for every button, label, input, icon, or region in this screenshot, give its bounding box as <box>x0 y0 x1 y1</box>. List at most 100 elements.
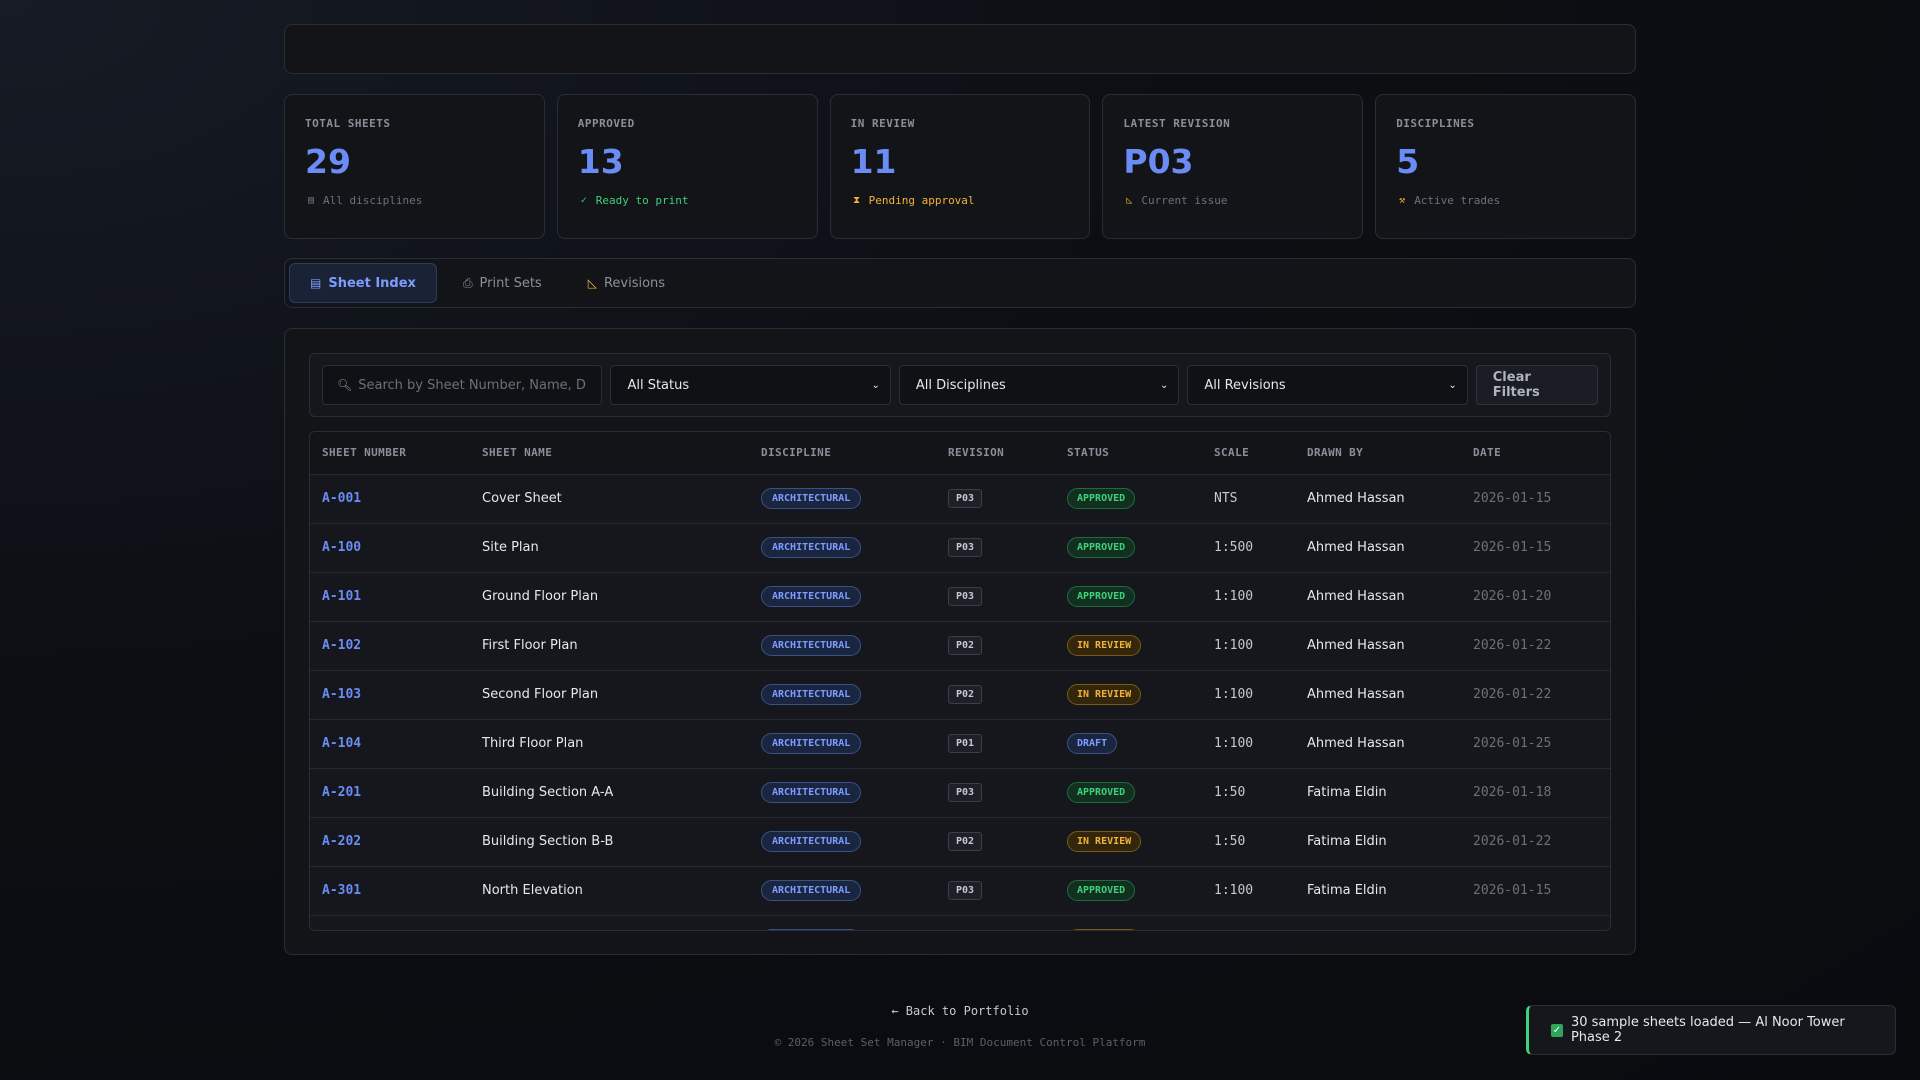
date-cell: 2026-01-15 <box>1461 473 1610 523</box>
stat-label: DISCIPLINES <box>1396 117 1475 130</box>
check-icon: ✓ <box>580 195 587 206</box>
table-row[interactable]: A-201 Building Section A-A ARCHITECTURAL P0… <box>310 767 1610 817</box>
tab-print-sets[interactable]: ⎙ Print Sets <box>443 263 562 303</box>
status-select-value: All Status <box>627 377 690 393</box>
date-cell: 2026-01-22 <box>1461 816 1610 866</box>
drawn-by-cell: Ahmed Hassan <box>1295 473 1461 523</box>
table-row[interactable]: A-001 Cover Sheet ARCHITECTURAL P03 APPROVED… <box>310 473 1610 523</box>
discipline-cell: ARCHITECTURAL <box>749 718 936 768</box>
revision-badge: P03 <box>948 538 983 557</box>
column-header[interactable]: DATE <box>1461 432 1610 474</box>
stat-sub: ⚒ Active trades <box>1396 194 1615 207</box>
revision-badge: P02 <box>948 832 983 851</box>
tab-sheet-index[interactable]: ▤ Sheet Index <box>289 263 437 303</box>
sheet-number-cell[interactable]: A-202 <box>310 816 470 866</box>
table-row[interactable]: A-102 First Floor Plan ARCHITECTURAL P02 IN … <box>310 620 1610 670</box>
table-header-row: SHEET NUMBER SHEET NAME DISCIPLINE REVIS… <box>310 432 1610 474</box>
search-input[interactable] <box>358 377 588 393</box>
stat-sub: ⧗ Pending approval <box>851 194 1070 207</box>
triangle-ruler-icon: ◺ <box>587 276 597 290</box>
tab-label: Sheet Index <box>328 275 416 291</box>
table-row[interactable]: A-104 Third Floor Plan ARCHITECTURAL P01 DRA… <box>310 718 1610 768</box>
status-cell: APPROVED <box>1055 473 1202 523</box>
table-body: A-001 Cover Sheet ARCHITECTURAL P03 APPROVED… <box>310 473 1610 930</box>
column-header[interactable]: STATUS <box>1055 432 1202 474</box>
scale-cell: 1:50 <box>1202 767 1295 817</box>
sheet-name-cell: First Floor Plan <box>470 620 749 670</box>
status-badge: APPROVED <box>1067 586 1136 607</box>
stat-card-latest-revision: LATEST REVISION P03 ◺ Current issue <box>1102 94 1364 239</box>
drawn-by-cell <box>1295 914 1461 930</box>
column-header[interactable]: REVISION <box>936 432 1055 474</box>
stat-card-approved: APPROVED 13 ✓ Ready to print <box>556 94 818 239</box>
drawn-by-cell: Ahmed Hassan <box>1295 718 1461 768</box>
sheet-name-cell: Site Plan <box>470 522 749 572</box>
column-header[interactable]: DISCIPLINE <box>749 432 936 474</box>
sheet-number-cell[interactable]: A-101 <box>310 571 470 621</box>
back-to-portfolio-link[interactable]: ← Back to Portfolio <box>891 1004 1029 1018</box>
revision-badge: P03 <box>948 587 983 606</box>
clear-filters-button[interactable]: Clear Filters <box>1475 365 1599 405</box>
revision-cell: P02 <box>936 669 1055 719</box>
status-badge: APPROVED <box>1067 880 1136 901</box>
status-cell: APPROVED <box>1055 767 1202 817</box>
status-cell: IN REVIEW <box>1055 669 1202 719</box>
stat-sub-text: Active trades <box>1414 194 1501 207</box>
tools-icon: ⚒ <box>1399 195 1406 206</box>
sheet-name-cell: Second Floor Plan <box>470 669 749 719</box>
sheet-number-cell[interactable]: A-102 <box>310 620 470 670</box>
revision-select[interactable]: All Revisions ⌄ <box>1187 365 1468 405</box>
discipline-badge: ARCHITECTURAL <box>761 880 862 901</box>
sheet-table-container[interactable]: SHEET NUMBER SHEET NAME DISCIPLINE REVIS… <box>309 431 1611 931</box>
status-select[interactable]: All Status ⌄ <box>610 365 891 405</box>
discipline-badge: ARCHITECTURAL <box>761 635 862 656</box>
sheet-number-cell[interactable]: A-201 <box>310 767 470 817</box>
stat-label: LATEST REVISION <box>1123 117 1231 130</box>
sheet-number-cell[interactable] <box>310 914 470 930</box>
column-header[interactable]: SHEET NAME <box>470 432 749 474</box>
sheet-number-cell[interactable]: A-001 <box>310 473 470 523</box>
revision-cell <box>936 914 1055 930</box>
hourglass-icon: ⧗ <box>853 195 861 206</box>
status-badge: IN REVIEW <box>1067 684 1142 705</box>
stat-value: P03 <box>1123 142 1194 181</box>
table-row[interactable]: A-301 North Elevation ARCHITECTURAL P03 APPR… <box>310 865 1610 915</box>
column-header[interactable]: SHEET NUMBER <box>310 432 470 474</box>
sheet-number-cell[interactable]: A-100 <box>310 522 470 572</box>
tab-bar: ▤ Sheet Index ⎙ Print Sets ◺ Revisions <box>284 258 1636 308</box>
tab-revisions[interactable]: ◺ Revisions <box>568 263 685 303</box>
search-icon: 🔍︎ <box>337 378 353 392</box>
sheet-number-cell[interactable]: A-301 <box>310 865 470 915</box>
discipline-badge: ARCHITECTURAL <box>761 586 862 607</box>
sheet-name-cell: Cover Sheet <box>470 473 749 523</box>
table-row[interactable]: A-202 Building Section B-B ARCHITECTURAL P0… <box>310 816 1610 866</box>
column-header[interactable]: DRAWN BY <box>1295 432 1461 474</box>
status-badge: APPROVED <box>1067 537 1136 558</box>
stat-sub-text: Ready to print <box>595 194 689 207</box>
drawn-by-cell: Ahmed Hassan <box>1295 669 1461 719</box>
stat-sub: ◺ Current issue <box>1123 194 1342 207</box>
stat-sub-text: All disciplines <box>323 194 423 207</box>
scale-cell: 1:100 <box>1202 718 1295 768</box>
search-box: 🔍︎ <box>322 365 603 405</box>
status-cell: APPROVED <box>1055 865 1202 915</box>
revision-badge: P01 <box>948 734 983 753</box>
table-row[interactable]: A-101 Ground Floor Plan ARCHITECTURAL P03 AP… <box>310 571 1610 621</box>
discipline-cell: ARCHITECTURAL <box>749 571 936 621</box>
sheet-number-cell[interactable]: A-103 <box>310 669 470 719</box>
revision-cell: P03 <box>936 473 1055 523</box>
table-row[interactable]: A-100 Site Plan ARCHITECTURAL P03 APPROVED 1:… <box>310 522 1610 572</box>
stat-value: 11 <box>850 142 897 181</box>
stat-card-in-review: IN REVIEW 11 ⧗ Pending approval <box>829 94 1091 239</box>
stat-card-disciplines: DISCIPLINES 5 ⚒ Active trades <box>1375 94 1636 239</box>
discipline-badge: ARCHITECTURAL <box>761 782 862 803</box>
revision-cell: P01 <box>936 718 1055 768</box>
table-row[interactable]: A-103 Second Floor Plan ARCHITECTURAL P02 IN… <box>310 669 1610 719</box>
table-row[interactable]: ARCHITECTURAL IN REVIEW <box>310 914 1610 930</box>
scale-cell: 1:100 <box>1202 620 1295 670</box>
sheet-name-cell: Third Floor Plan <box>470 718 749 768</box>
discipline-select[interactable]: All Disciplines ⌄ <box>898 365 1180 405</box>
sheet-number-cell[interactable]: A-104 <box>310 718 470 768</box>
date-cell: 2026-01-22 <box>1461 620 1610 670</box>
column-header[interactable]: SCALE <box>1202 432 1295 474</box>
